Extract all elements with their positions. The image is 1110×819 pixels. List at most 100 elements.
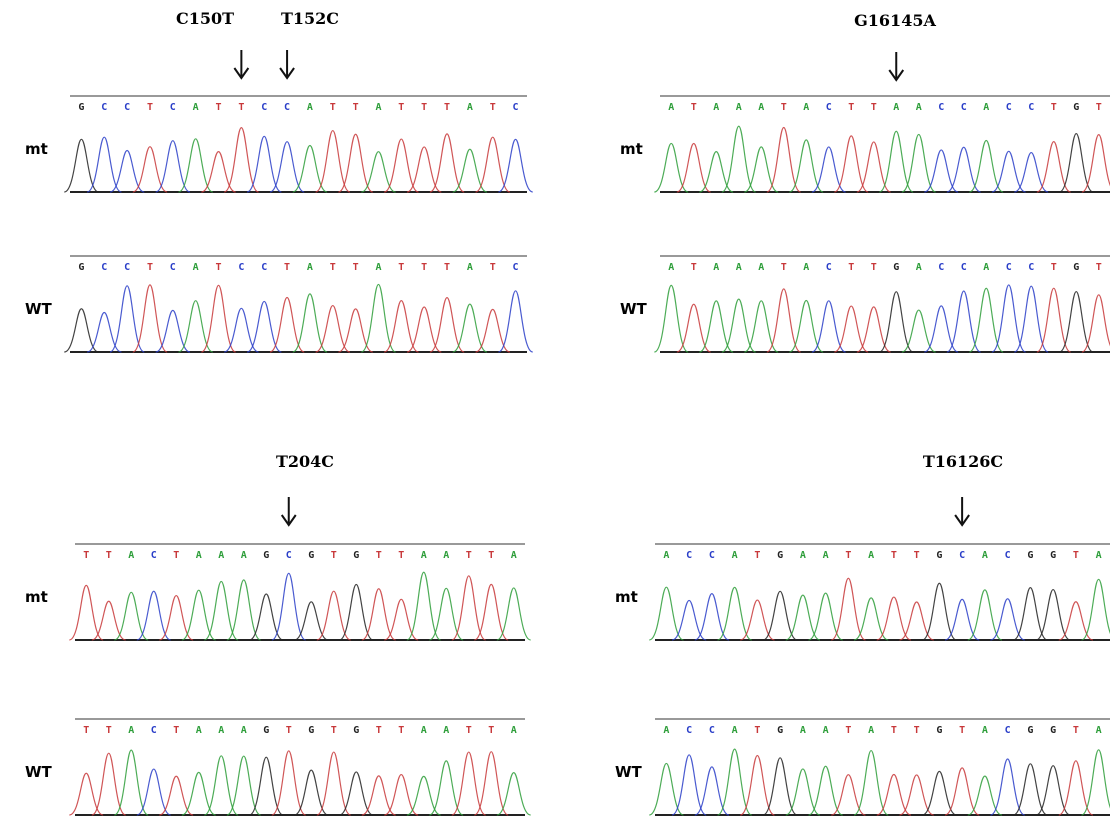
base-call: C	[261, 102, 267, 113]
peak	[831, 578, 865, 640]
base-call: G	[263, 725, 269, 736]
base-call: A	[982, 725, 988, 736]
base-call: T	[1096, 102, 1102, 113]
base-call: G	[1073, 102, 1079, 113]
base-call: A	[800, 725, 806, 736]
base-call: T	[891, 725, 897, 736]
base-call: C	[1028, 262, 1034, 273]
base-call: G	[263, 550, 269, 561]
base-call: T	[173, 550, 179, 561]
base-call: C	[961, 262, 967, 273]
base-call: A	[758, 102, 764, 113]
base-call: A	[663, 550, 669, 561]
peak	[294, 602, 328, 640]
base-call: C	[686, 550, 692, 561]
peak	[201, 285, 235, 352]
peak	[430, 134, 464, 192]
base-call: A	[713, 262, 719, 273]
base-call: T	[331, 550, 337, 561]
peak	[201, 152, 235, 192]
base-call: T	[466, 550, 472, 561]
base-call: A	[511, 725, 517, 736]
base-call: T	[691, 262, 697, 273]
base-call: A	[668, 262, 674, 273]
peak	[654, 285, 688, 352]
peak	[294, 770, 328, 815]
base-call: A	[218, 550, 224, 561]
base-call: T	[1073, 550, 1079, 561]
base-call: A	[511, 550, 517, 561]
row-label: mt	[25, 588, 48, 606]
base-call: T	[216, 262, 222, 273]
base-call: G	[777, 725, 783, 736]
base-call: A	[443, 550, 449, 561]
base-call: C	[938, 262, 944, 273]
base-call: C	[170, 102, 176, 113]
base-call: G	[1050, 550, 1056, 561]
base-call: T	[1073, 725, 1079, 736]
base-call: A	[1096, 725, 1102, 736]
peak	[1059, 602, 1093, 640]
base-call: T	[83, 550, 89, 561]
peak	[945, 599, 979, 640]
base-call: T	[848, 262, 854, 273]
base-call: C	[1005, 725, 1011, 736]
peak	[498, 291, 532, 352]
mutation-label: C150T	[176, 9, 234, 28]
base-call: C	[238, 262, 244, 273]
base-call: T	[891, 550, 897, 561]
base-call: A	[982, 550, 988, 561]
mutation-label: T204C	[276, 452, 334, 471]
base-call: T	[691, 102, 697, 113]
base-call: T	[353, 102, 359, 113]
base-call: G	[308, 725, 314, 736]
base-call: G	[308, 550, 314, 561]
base-call: C	[151, 725, 157, 736]
base-call: T	[286, 725, 292, 736]
base-call: T	[83, 725, 89, 736]
base-call: T	[106, 725, 112, 736]
base-call: G	[1027, 550, 1033, 561]
base-call: A	[916, 102, 922, 113]
base-call: C	[101, 262, 107, 273]
peak	[879, 292, 913, 352]
base-call: A	[193, 102, 199, 113]
base-call: T	[754, 550, 760, 561]
base-call: A	[800, 550, 806, 561]
base-call: A	[1096, 550, 1102, 561]
base-call: A	[193, 262, 199, 273]
base-call: A	[803, 262, 809, 273]
peak	[722, 126, 756, 192]
base-call: T	[444, 102, 450, 113]
base-call: A	[893, 102, 899, 113]
base-call: T	[376, 550, 382, 561]
base-call: T	[444, 262, 450, 273]
base-call: C	[1006, 102, 1012, 113]
peak	[497, 773, 531, 815]
base-call: T	[490, 102, 496, 113]
peak	[69, 773, 103, 815]
peak	[744, 147, 778, 192]
base-call: A	[307, 262, 313, 273]
base-call: A	[467, 262, 473, 273]
base-call: A	[241, 550, 247, 561]
base-call: C	[151, 550, 157, 561]
peak	[922, 583, 956, 640]
peak	[384, 599, 418, 640]
base-call: A	[732, 725, 738, 736]
base-call: T	[914, 550, 920, 561]
base-call: C	[101, 102, 107, 113]
row-label: WT	[25, 763, 53, 781]
base-call: C	[938, 102, 944, 113]
base-call: T	[848, 102, 854, 113]
base-call: T	[490, 262, 496, 273]
base-call: C	[1005, 550, 1011, 561]
base-call: C	[959, 550, 965, 561]
row-label: WT	[615, 763, 643, 781]
base-call: T	[147, 262, 153, 273]
base-call: C	[261, 262, 267, 273]
peak	[156, 310, 190, 352]
base-call: T	[781, 262, 787, 273]
base-call: G	[777, 550, 783, 561]
base-call: A	[983, 102, 989, 113]
